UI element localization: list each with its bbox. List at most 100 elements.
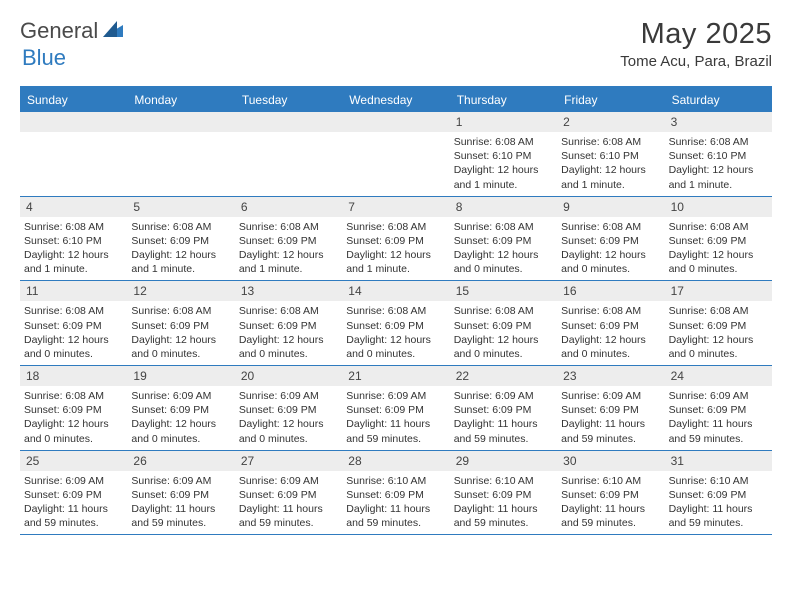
day-body: Sunrise: 6:08 AMSunset: 6:09 PMDaylight:…	[235, 217, 342, 277]
daylight-text: Daylight: 11 hours and 59 minutes.	[346, 502, 445, 530]
day-number: 31	[665, 451, 772, 471]
sunset-text: Sunset: 6:09 PM	[131, 234, 230, 248]
day-number: 18	[20, 366, 127, 386]
day-number: 26	[127, 451, 234, 471]
day-cell: 11Sunrise: 6:08 AMSunset: 6:09 PMDayligh…	[20, 281, 127, 365]
day-body: Sunrise: 6:08 AMSunset: 6:10 PMDaylight:…	[450, 132, 557, 192]
day-body: Sunrise: 6:09 AMSunset: 6:09 PMDaylight:…	[20, 471, 127, 531]
day-body: Sunrise: 6:08 AMSunset: 6:09 PMDaylight:…	[127, 301, 234, 361]
sunrise-text: Sunrise: 6:10 AM	[454, 474, 553, 488]
sunrise-text: Sunrise: 6:08 AM	[24, 220, 123, 234]
day-body: Sunrise: 6:08 AMSunset: 6:09 PMDaylight:…	[665, 217, 772, 277]
dow-wednesday: Wednesday	[342, 88, 449, 112]
sunset-text: Sunset: 6:09 PM	[131, 488, 230, 502]
day-body: Sunrise: 6:08 AMSunset: 6:10 PMDaylight:…	[20, 217, 127, 277]
sunrise-text: Sunrise: 6:08 AM	[561, 220, 660, 234]
day-number: 12	[127, 281, 234, 301]
day-cell: 30Sunrise: 6:10 AMSunset: 6:09 PMDayligh…	[557, 451, 664, 535]
day-number: 22	[450, 366, 557, 386]
sunset-text: Sunset: 6:09 PM	[561, 488, 660, 502]
day-body: Sunrise: 6:08 AMSunset: 6:10 PMDaylight:…	[665, 132, 772, 192]
day-number: 14	[342, 281, 449, 301]
sunrise-text: Sunrise: 6:09 AM	[24, 474, 123, 488]
sunrise-text: Sunrise: 6:08 AM	[454, 135, 553, 149]
daylight-text: Daylight: 11 hours and 59 minutes.	[131, 502, 230, 530]
day-body: Sunrise: 6:08 AMSunset: 6:09 PMDaylight:…	[127, 217, 234, 277]
sunset-text: Sunset: 6:09 PM	[346, 234, 445, 248]
day-body: Sunrise: 6:08 AMSunset: 6:09 PMDaylight:…	[235, 301, 342, 361]
day-body: Sunrise: 6:09 AMSunset: 6:09 PMDaylight:…	[127, 386, 234, 446]
sunset-text: Sunset: 6:09 PM	[669, 319, 768, 333]
day-number: 29	[450, 451, 557, 471]
sunset-text: Sunset: 6:09 PM	[24, 319, 123, 333]
sunrise-text: Sunrise: 6:09 AM	[131, 389, 230, 403]
sunrise-text: Sunrise: 6:10 AM	[561, 474, 660, 488]
title-block: May 2025 Tome Acu, Para, Brazil	[620, 18, 772, 70]
daylight-text: Daylight: 12 hours and 1 minute.	[669, 163, 768, 191]
daylight-text: Daylight: 11 hours and 59 minutes.	[561, 502, 660, 530]
sunset-text: Sunset: 6:09 PM	[346, 319, 445, 333]
daylight-text: Daylight: 12 hours and 1 minute.	[239, 248, 338, 276]
daylight-text: Daylight: 11 hours and 59 minutes.	[454, 417, 553, 445]
page-header: General May 2025 Tome Acu, Para, Brazil	[20, 18, 772, 70]
logo: General	[20, 18, 125, 44]
day-number: 1	[450, 112, 557, 132]
logo-blue-row: Blue	[21, 45, 66, 71]
sunrise-text: Sunrise: 6:09 AM	[131, 474, 230, 488]
sunset-text: Sunset: 6:09 PM	[346, 403, 445, 417]
sunset-text: Sunset: 6:10 PM	[561, 149, 660, 163]
daylight-text: Daylight: 12 hours and 1 minute.	[561, 163, 660, 191]
day-number: 25	[20, 451, 127, 471]
daylight-text: Daylight: 12 hours and 0 minutes.	[239, 333, 338, 361]
daylight-text: Daylight: 11 hours and 59 minutes.	[24, 502, 123, 530]
sunrise-text: Sunrise: 6:10 AM	[346, 474, 445, 488]
daylight-text: Daylight: 11 hours and 59 minutes.	[669, 502, 768, 530]
weeks-container: ....1Sunrise: 6:08 AMSunset: 6:10 PMDayl…	[20, 112, 772, 535]
day-cell: .	[127, 112, 234, 196]
sunrise-text: Sunrise: 6:09 AM	[346, 389, 445, 403]
day-cell: 22Sunrise: 6:09 AMSunset: 6:09 PMDayligh…	[450, 366, 557, 450]
day-number: 2	[557, 112, 664, 132]
day-body: Sunrise: 6:08 AMSunset: 6:09 PMDaylight:…	[342, 217, 449, 277]
day-cell: 19Sunrise: 6:09 AMSunset: 6:09 PMDayligh…	[127, 366, 234, 450]
day-cell: 3Sunrise: 6:08 AMSunset: 6:10 PMDaylight…	[665, 112, 772, 196]
sunset-text: Sunset: 6:09 PM	[24, 488, 123, 502]
sunset-text: Sunset: 6:09 PM	[669, 234, 768, 248]
day-body: Sunrise: 6:09 AMSunset: 6:09 PMDaylight:…	[342, 386, 449, 446]
dow-tuesday: Tuesday	[235, 88, 342, 112]
daylight-text: Daylight: 12 hours and 0 minutes.	[454, 248, 553, 276]
day-body: Sunrise: 6:10 AMSunset: 6:09 PMDaylight:…	[557, 471, 664, 531]
day-body: Sunrise: 6:09 AMSunset: 6:09 PMDaylight:…	[235, 386, 342, 446]
day-cell: 29Sunrise: 6:10 AMSunset: 6:09 PMDayligh…	[450, 451, 557, 535]
day-number: 20	[235, 366, 342, 386]
day-cell: 1Sunrise: 6:08 AMSunset: 6:10 PMDaylight…	[450, 112, 557, 196]
day-number: 9	[557, 197, 664, 217]
week-row: 25Sunrise: 6:09 AMSunset: 6:09 PMDayligh…	[20, 451, 772, 536]
sunset-text: Sunset: 6:09 PM	[454, 488, 553, 502]
daylight-text: Daylight: 12 hours and 0 minutes.	[669, 333, 768, 361]
day-number: 7	[342, 197, 449, 217]
day-body: Sunrise: 6:09 AMSunset: 6:09 PMDaylight:…	[235, 471, 342, 531]
day-body: Sunrise: 6:09 AMSunset: 6:09 PMDaylight:…	[127, 471, 234, 531]
sunrise-text: Sunrise: 6:08 AM	[669, 220, 768, 234]
day-number: 27	[235, 451, 342, 471]
day-body: Sunrise: 6:09 AMSunset: 6:09 PMDaylight:…	[665, 386, 772, 446]
daylight-text: Daylight: 12 hours and 0 minutes.	[561, 333, 660, 361]
day-cell: 15Sunrise: 6:08 AMSunset: 6:09 PMDayligh…	[450, 281, 557, 365]
day-cell: 25Sunrise: 6:09 AMSunset: 6:09 PMDayligh…	[20, 451, 127, 535]
daylight-text: Daylight: 11 hours and 59 minutes.	[669, 417, 768, 445]
day-cell: .	[342, 112, 449, 196]
day-cell: 28Sunrise: 6:10 AMSunset: 6:09 PMDayligh…	[342, 451, 449, 535]
daylight-text: Daylight: 12 hours and 0 minutes.	[24, 417, 123, 445]
sunrise-text: Sunrise: 6:08 AM	[669, 304, 768, 318]
logo-text-2: Blue	[22, 45, 66, 70]
sunrise-text: Sunrise: 6:08 AM	[131, 304, 230, 318]
daylight-text: Daylight: 12 hours and 1 minute.	[24, 248, 123, 276]
day-body: Sunrise: 6:08 AMSunset: 6:10 PMDaylight:…	[557, 132, 664, 192]
sunrise-text: Sunrise: 6:09 AM	[239, 389, 338, 403]
day-number: .	[127, 112, 234, 132]
day-cell: 20Sunrise: 6:09 AMSunset: 6:09 PMDayligh…	[235, 366, 342, 450]
sunrise-text: Sunrise: 6:08 AM	[346, 304, 445, 318]
day-body: Sunrise: 6:08 AMSunset: 6:09 PMDaylight:…	[20, 386, 127, 446]
day-number: 10	[665, 197, 772, 217]
